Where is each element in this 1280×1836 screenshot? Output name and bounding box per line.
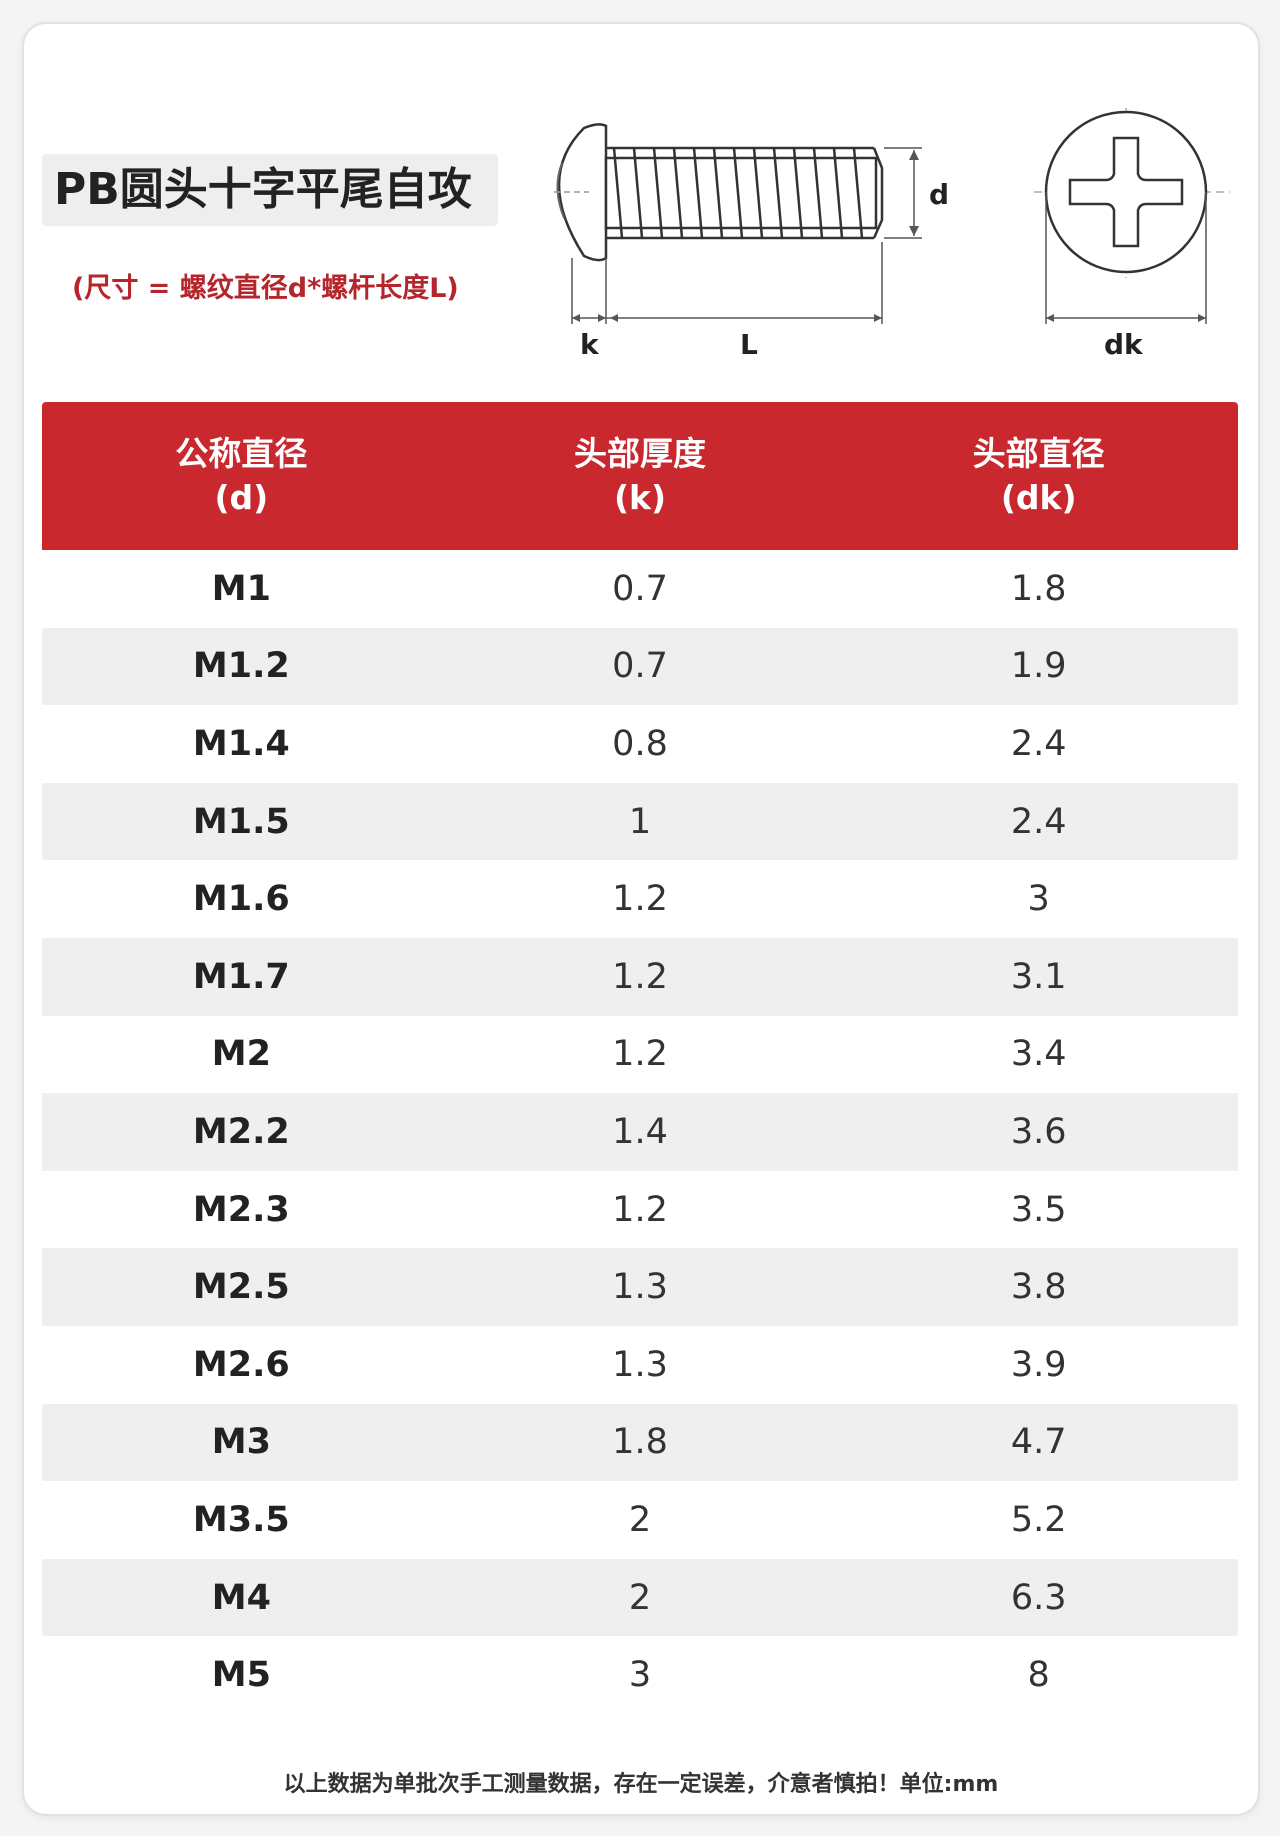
screw-top-diagram: dk: [1034, 108, 1230, 358]
cell-k: 1.3: [612, 1344, 668, 1385]
cell-nominal: M2.6: [192, 1344, 290, 1385]
header-head-thickness: 头部厚度 (k): [441, 402, 840, 550]
table-row: M1.7 1.2 3.1: [42, 937, 1238, 1016]
cell-nominal: M2.2: [192, 1111, 290, 1152]
cell-k: 1.2: [612, 1189, 668, 1230]
cell-dk: 4.7: [1010, 1422, 1067, 1463]
cell-k: 1.8: [612, 1422, 668, 1463]
header-label: 公称直径: [175, 434, 308, 473]
cell-dk: 2.4: [1010, 801, 1067, 842]
cell-k: 3: [628, 1655, 652, 1696]
cell-nominal: M2.5: [192, 1267, 290, 1308]
table-row: M3 1.8 4.7: [42, 1403, 1238, 1482]
table-row: M2.2 1.4 3.6: [42, 1093, 1238, 1171]
cell-nominal: M3.5: [192, 1499, 290, 1540]
cell-nominal: M1.5: [192, 801, 290, 842]
header-label: 头部直径: [972, 434, 1105, 473]
table-row: M5 3 8: [42, 1636, 1238, 1714]
cell-dk: 8: [1027, 1655, 1050, 1696]
cell-dk: 5.2: [1010, 1499, 1067, 1540]
header-symbol: (d): [214, 478, 269, 517]
cell-k: 1.4: [612, 1111, 668, 1152]
page-title: PB圆头十字平尾自攻: [42, 154, 498, 226]
cell-k: 2: [628, 1499, 652, 1540]
table-row: M1.4 0.8 2.4: [42, 705, 1238, 783]
spec-card: PB圆头十字平尾自攻 (尺寸 = 螺纹直径d*螺杆长度L) d: [22, 22, 1260, 1816]
cell-k: 1.2: [612, 879, 668, 920]
cell-dk: 2.4: [1010, 723, 1067, 764]
cell-k: 2: [628, 1577, 652, 1618]
cell-nominal: M3: [211, 1422, 271, 1463]
cell-k: 1.3: [612, 1267, 668, 1308]
table-row: M2 1.2 3.4: [42, 1016, 1238, 1094]
cell-k: 0.8: [612, 723, 668, 764]
cell-nominal: M1.2: [192, 646, 290, 687]
header-symbol: (k): [613, 478, 667, 517]
table-row: M1.2 0.7 1.9: [42, 627, 1238, 706]
table-row: M3.5 2 5.2: [42, 1481, 1238, 1559]
table-row: M1.6 1.2 3: [42, 860, 1238, 938]
header-label: 头部厚度: [574, 434, 706, 473]
cell-dk: 3.6: [1010, 1111, 1067, 1152]
d-dimension-label: d: [929, 178, 949, 211]
cell-dk: 3.5: [1010, 1189, 1067, 1230]
size-formula-note: (尺寸 = 螺纹直径d*螺杆长度L): [72, 273, 459, 304]
table-row: M2.5 1.3 3.8: [42, 1248, 1238, 1326]
cell-nominal: M1.6: [192, 879, 290, 920]
header-nominal-diameter: 公称直径 (d): [42, 402, 441, 550]
cell-nominal: M2: [211, 1034, 271, 1075]
cell-dk: 6.3: [1010, 1577, 1067, 1618]
cell-k: 0.7: [612, 568, 668, 609]
header-symbol: (dk): [1000, 478, 1077, 517]
cell-k: 0.7: [612, 646, 668, 687]
table-row: M2.3 1.2 3.5: [42, 1171, 1238, 1249]
cell-k: 1: [628, 801, 652, 842]
cell-dk: 3.4: [1010, 1034, 1067, 1075]
cell-k: 1.2: [612, 956, 668, 997]
spec-table: 公称直径 (d) 头部厚度 (k) 头部直径 (dk) M1 0.7 1.8 M…: [42, 402, 1238, 1714]
table-row: M1 0.7 1.8: [42, 550, 1238, 628]
table-row: M1.5 1 2.4: [42, 782, 1238, 861]
k-dimension-label: k: [580, 328, 600, 358]
L-dimension-label: L: [740, 328, 758, 358]
table-header: 公称直径 (d) 头部厚度 (k) 头部直径 (dk): [42, 402, 1238, 550]
cell-k: 1.2: [612, 1034, 668, 1075]
cell-nominal: M1: [211, 568, 271, 609]
cell-dk: 1.8: [1010, 568, 1067, 609]
cell-dk: 3.9: [1010, 1344, 1067, 1385]
cell-nominal: M1.4: [192, 723, 290, 764]
cell-dk: 3: [1027, 879, 1050, 920]
cell-nominal: M2.3: [192, 1189, 290, 1230]
measurement-disclaimer: 以上数据为单批次手工测量数据，存在一定误差，介意者慎拍！单位:mm: [283, 1772, 999, 1797]
cell-dk: 3.8: [1010, 1267, 1067, 1308]
table-row: M4 2 6.3: [42, 1558, 1238, 1637]
cell-nominal: M4: [211, 1577, 271, 1618]
cell-dk: 3.1: [1010, 956, 1067, 997]
cell-nominal: M1.7: [192, 956, 290, 997]
cell-nominal: M5: [211, 1655, 271, 1696]
table-row: M2.6 1.3 3.9: [42, 1326, 1238, 1404]
dk-dimension-label: dk: [1104, 328, 1144, 358]
cell-dk: 1.9: [1010, 646, 1067, 687]
header-head-diameter: 头部直径 (dk): [839, 402, 1238, 550]
screw-side-diagram: d k L: [554, 123, 949, 358]
